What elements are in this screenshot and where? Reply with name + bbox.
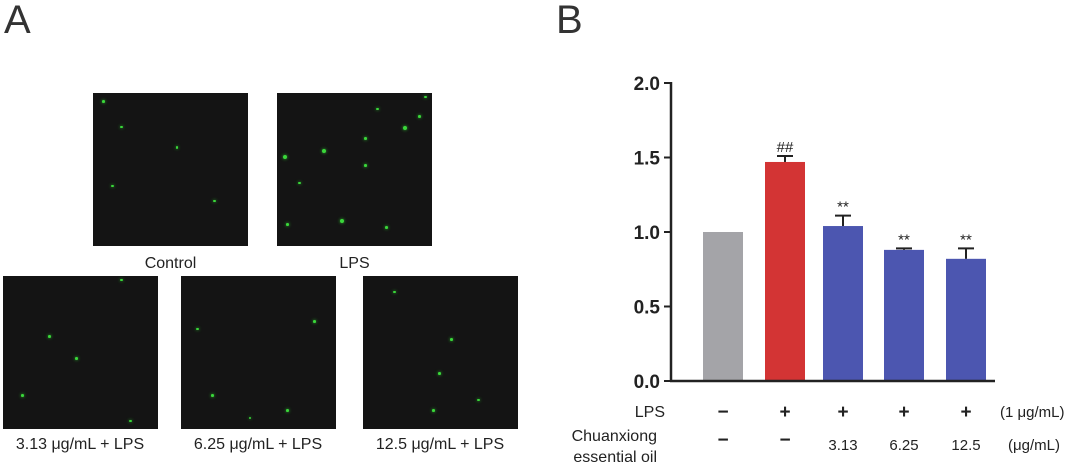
row-label-oil: Chuanxiong: [572, 428, 657, 445]
y-tick-label: 1.0: [634, 223, 660, 244]
green-cell: [213, 199, 216, 203]
y-tick-label: 0.0: [634, 372, 660, 393]
green-cell: [364, 137, 367, 140]
micrograph-6-25: [181, 276, 336, 429]
green-cell: [385, 226, 388, 229]
green-cell: [432, 409, 435, 412]
significance-mark: **: [837, 199, 849, 216]
green-cell: [450, 338, 453, 341]
table-cell-lps: +: [837, 402, 848, 423]
table-cell-lps: −: [717, 402, 728, 423]
bar: [765, 161, 805, 381]
panel-label-b: B: [556, 0, 583, 42]
table-cell-oil: −: [717, 430, 728, 451]
significance-mark: **: [898, 231, 910, 248]
micrograph-12-5: [363, 276, 518, 429]
green-cell: [283, 155, 287, 160]
green-cell: [111, 184, 114, 188]
green-cell: [322, 149, 326, 154]
green-cell: [120, 125, 123, 129]
green-cell: [48, 335, 51, 338]
row-unit-oil: (μg/mL): [1008, 437, 1060, 454]
green-cell: [102, 100, 105, 103]
green-cell: [418, 115, 421, 118]
y-tick-label: 2.0: [634, 74, 660, 95]
green-cell: [120, 278, 123, 282]
green-cell: [75, 357, 78, 360]
ros-bar-chart: ##******0.00.51.01.52.0Intracellular ROS…: [572, 74, 1065, 466]
table-cell-lps: +: [898, 402, 909, 423]
table-cell-lps: +: [779, 402, 790, 423]
green-cell: [477, 398, 480, 402]
green-cell: [175, 146, 178, 149]
green-cell: [21, 394, 24, 397]
green-cell: [286, 223, 289, 226]
y-tick-label: 0.5: [634, 298, 661, 319]
green-cell: [403, 125, 407, 130]
micrograph-caption-3-13: 3.13 μg/mL + LPS: [15, 436, 145, 453]
significance-mark: ##: [777, 139, 794, 156]
green-cell: [438, 372, 441, 375]
row-label-lps: LPS: [635, 404, 665, 421]
bar: [946, 258, 986, 381]
green-cell: [129, 419, 132, 423]
green-cell: [313, 320, 316, 323]
table-cell-lps: +: [960, 402, 971, 423]
green-cell: [248, 416, 251, 420]
green-cell: [376, 107, 379, 111]
micrograph-caption-lps: LPS: [339, 255, 370, 272]
panel-label-a: A: [4, 0, 31, 42]
green-cell: [393, 290, 396, 294]
micrograph-caption-6-25: 6.25 μg/mL + LPS: [193, 436, 323, 453]
green-cell: [424, 95, 427, 99]
green-cell: [364, 164, 367, 167]
green-cell: [211, 394, 214, 397]
table-cell-oil: 12.5: [951, 437, 980, 454]
row-label-oil-2: essential oil: [573, 449, 657, 466]
micrograph-3-13: [3, 276, 158, 429]
bar: [823, 226, 863, 381]
micrograph-caption-12-5: 12.5 μg/mL + LPS: [375, 436, 505, 453]
table-cell-oil: 3.13: [828, 437, 857, 454]
row-unit-lps: (1 μg/mL): [1000, 404, 1065, 421]
micrograph-caption-control: Control: [144, 255, 197, 272]
table-cell-oil: 6.25: [889, 437, 918, 454]
green-cell: [340, 218, 344, 223]
green-cell: [196, 327, 199, 331]
bar: [884, 249, 924, 381]
bar: [703, 232, 743, 381]
table-cell-oil: −: [779, 430, 790, 451]
micrograph-control: [93, 93, 248, 246]
y-tick-label: 1.5: [634, 149, 661, 170]
micrograph-lps: [277, 93, 432, 246]
significance-mark: **: [960, 231, 972, 248]
green-cell: [298, 181, 301, 185]
green-cell: [286, 409, 289, 412]
